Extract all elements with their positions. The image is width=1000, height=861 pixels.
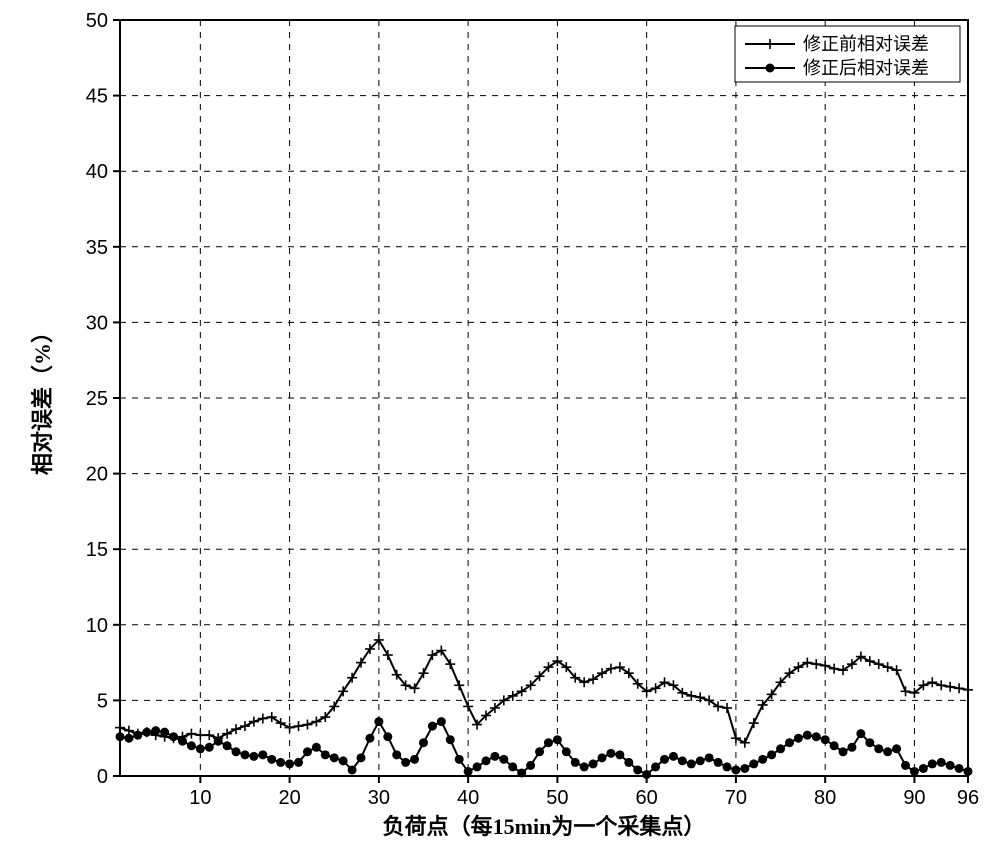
y-axis-label: 相对误差（%） [30,321,55,475]
svg-text:20: 20 [86,464,108,486]
legend-item-0: 修正前相对误差 [803,34,929,54]
svg-text:20: 20 [278,787,300,809]
svg-text:50: 50 [546,787,568,809]
svg-text:10: 10 [86,615,108,637]
svg-text:96: 96 [957,787,979,809]
svg-text:90: 90 [903,787,925,809]
legend-item-1: 修正后相对误差 [803,58,929,78]
svg-text:40: 40 [86,161,108,183]
svg-text:35: 35 [86,237,108,259]
svg-text:10: 10 [189,787,211,809]
svg-text:30: 30 [368,787,390,809]
svg-text:80: 80 [814,787,836,809]
error-chart: 10 20 30 40 50 60 70 80 90 96 0 5 10 15 20 25 30 35 40 45 50… [0,0,1000,861]
svg-text:5: 5 [97,690,108,712]
x-axis-label: 负荷点（每15min为一个采集点） [383,814,706,839]
svg-text:50: 50 [86,10,108,32]
chart-container: 10 20 30 40 50 60 70 80 90 96 0 5 10 15 20 25 30 35 40 45 50… [0,0,1000,861]
svg-text:45: 45 [86,86,108,108]
svg-text:15: 15 [86,539,108,561]
svg-text:30: 30 [86,312,108,334]
svg-text:0: 0 [97,766,108,788]
svg-text:25: 25 [86,388,108,410]
svg-text:40: 40 [457,787,479,809]
svg-text:70: 70 [725,787,747,809]
svg-text:60: 60 [636,787,658,809]
